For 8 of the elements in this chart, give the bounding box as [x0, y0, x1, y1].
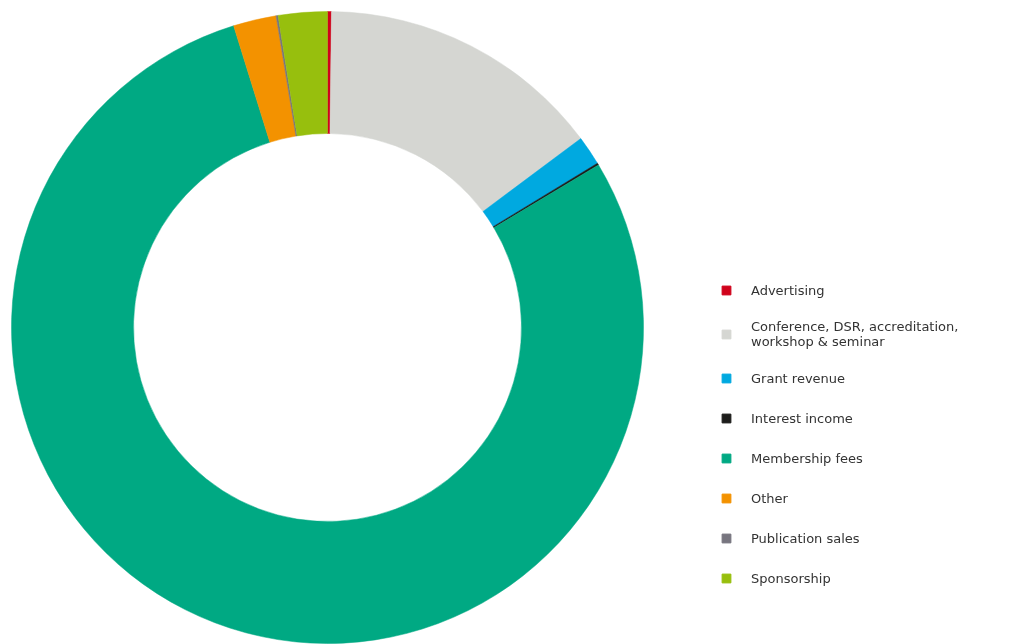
- legend-label: Publication sales: [751, 530, 860, 546]
- legend-label: Membership fees: [751, 450, 863, 466]
- legend-label: Other: [751, 490, 788, 506]
- legend-label: Advertising: [751, 282, 825, 298]
- legend-label: Conference, DSR, accreditation, workshop & seminar: [751, 319, 959, 349]
- legend-label: Grant revenue: [751, 370, 846, 386]
- legend-label: Sponsorship: [751, 570, 831, 586]
- legend-label: Interest income: [751, 410, 853, 426]
